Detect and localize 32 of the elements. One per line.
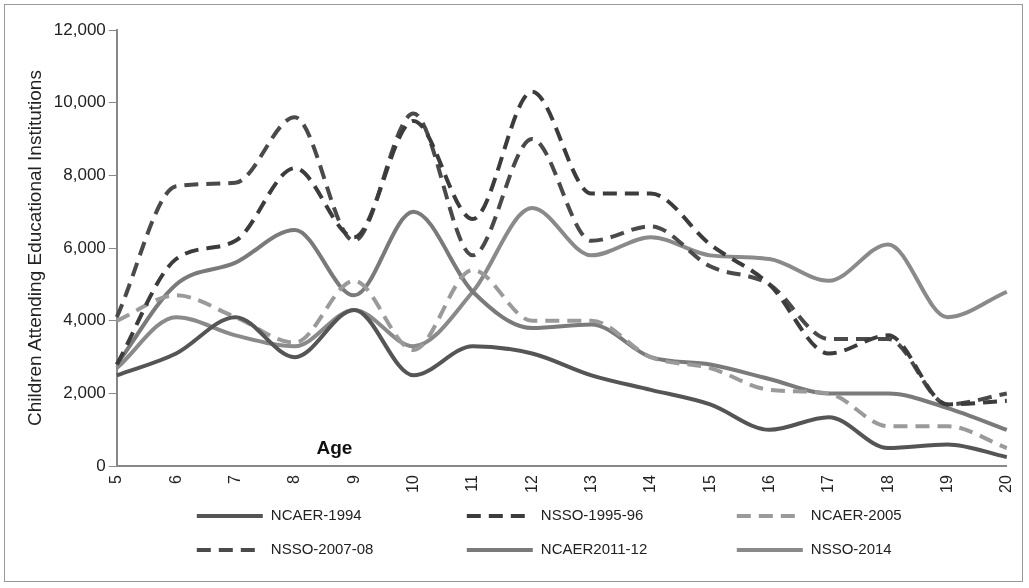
x-tick-label: 20 (997, 475, 1015, 493)
x-tick-label: 10 (403, 475, 421, 493)
line-series (114, 307, 1009, 460)
x-tick-label: 11 (463, 475, 481, 492)
x-tick-label: 5 (107, 475, 125, 485)
y-tick-label: 10,000 (53, 92, 106, 112)
x-tick-label: 9 (344, 475, 362, 485)
y-tick-label: 12,000 (53, 19, 106, 39)
x-tick-label: 15 (700, 475, 718, 493)
y-tick-label: 0 (96, 455, 106, 475)
y-tick-label: 4,000 (63, 310, 106, 330)
y-tick-label: 8,000 (63, 165, 106, 185)
y-axis-title: Children Attending Educational Institutions (23, 70, 45, 427)
x-tick-label: 16 (759, 475, 777, 493)
x-tick-label: 17 (819, 475, 837, 493)
x-tick-label: 18 (878, 475, 896, 493)
x-tick-label: 7 (225, 475, 243, 485)
y-tick-label: 6,000 (63, 237, 106, 257)
legend-label: NSSO-2014 (810, 540, 892, 558)
x-tick-label: 19 (937, 475, 955, 493)
legend-label: NSSO-1995-96 (540, 506, 644, 524)
legend-label: NSSO-2007-08 (270, 540, 374, 558)
x-axis-title: Age (316, 436, 353, 458)
x-tick-label: 6 (166, 475, 184, 485)
x-tick-label: 12 (522, 475, 540, 493)
legend-label: NCAER-2005 (810, 506, 902, 524)
x-tick-label: 14 (641, 475, 659, 493)
y-tick-label: 2,000 (63, 383, 106, 403)
x-tick-label: 13 (581, 475, 599, 493)
legend-label: NCAER2011-12 (540, 540, 648, 558)
x-tick-label: 8 (285, 475, 303, 485)
legend-label: NCAER-1994 (270, 506, 362, 524)
